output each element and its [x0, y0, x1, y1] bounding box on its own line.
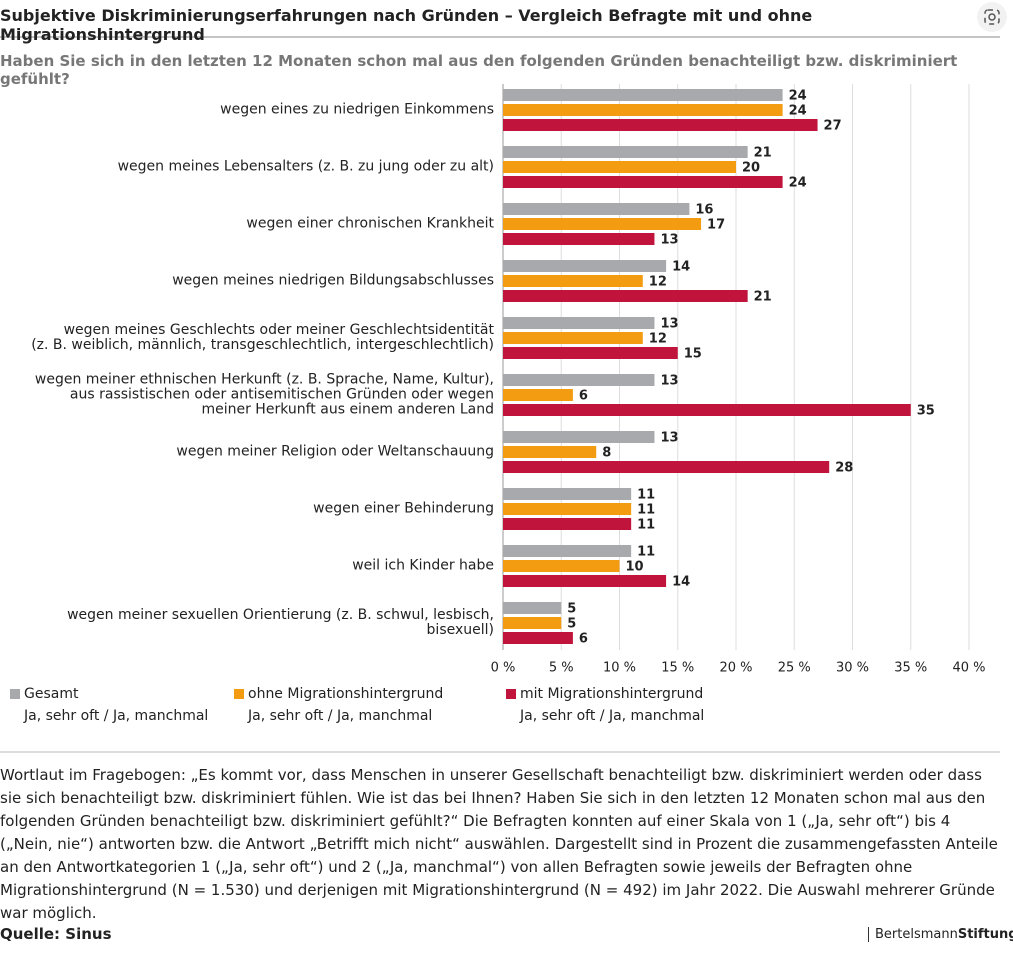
logo: BertelsmannStiftung [868, 927, 1013, 942]
share-icon[interactable] [977, 2, 1007, 32]
bar [503, 374, 655, 386]
x-tick-label: 15 % [661, 661, 694, 676]
bar [503, 119, 818, 131]
value-label: 21 [754, 290, 772, 305]
value-label: 17 [707, 218, 725, 233]
category-label: wegen meiner Religion oder Weltanschauun… [176, 443, 494, 460]
chart-subtitle: Haben Sie sich in den letzten 12 Monaten… [0, 52, 958, 88]
category-label: wegen meines Lebensalters (z. B. zu jung… [117, 158, 494, 175]
value-label: 24 [789, 89, 807, 104]
value-label: 27 [824, 119, 842, 134]
logo-part: Stiftung [957, 927, 1013, 942]
bar [503, 203, 690, 215]
bar [503, 104, 783, 116]
bar [503, 161, 736, 173]
legend-swatch [234, 689, 244, 699]
x-tick-label: 5 % [549, 661, 574, 676]
bar [503, 461, 830, 473]
value-label: 24 [789, 176, 807, 191]
legend-swatch [10, 689, 20, 699]
value-label: 5 [567, 602, 576, 617]
bar [503, 260, 667, 272]
value-label: 13 [660, 233, 678, 248]
category-label: wegen meiner ethnischen Herkunft (z. B. … [34, 371, 494, 418]
bar [503, 545, 632, 557]
bar [503, 431, 655, 443]
bar [503, 602, 562, 614]
legend-label: ohne Migrationshintergrund Ja, sehr oft … [248, 686, 444, 724]
category-label: wegen meines Geschlechts oder meiner Ges… [31, 322, 494, 353]
value-label: 20 [742, 161, 760, 176]
bar [503, 275, 643, 287]
value-label: 24 [789, 104, 807, 119]
source: Quelle: Sinus [0, 925, 112, 943]
bar [503, 389, 573, 401]
bar [503, 89, 783, 101]
x-tick-label: 10 % [603, 661, 636, 676]
x-tick-label: 35 % [894, 661, 927, 676]
bar [503, 317, 655, 329]
bar [503, 146, 748, 158]
category-label: wegen einer chronischen Krankheit [246, 215, 494, 232]
category-label: wegen meiner sexuellen Orientierung (z. … [67, 607, 494, 638]
icon-bg[interactable] [977, 2, 1007, 32]
bar [503, 218, 702, 230]
x-tick-label: 40 % [952, 661, 985, 676]
value-label: 12 [649, 275, 667, 290]
bar [503, 290, 748, 302]
value-label: 28 [835, 461, 853, 476]
value-label: 35 [917, 404, 935, 419]
logo-part: Bertelsmann [875, 927, 958, 942]
bar [503, 446, 597, 458]
bar [503, 617, 562, 629]
category-label: wegen meines niedrigen Bildungsabschluss… [172, 272, 494, 289]
x-tick-label: 30 % [836, 661, 869, 676]
bar [503, 488, 632, 500]
x-tick-label: 25 % [778, 661, 811, 676]
value-label: 11 [637, 488, 655, 503]
value-label: 12 [649, 332, 667, 347]
icon-dot[interactable] [988, 13, 996, 21]
category-label: wegen einer Behinderung [313, 500, 494, 517]
value-label: 13 [660, 374, 678, 389]
bar [503, 233, 655, 245]
x-tick-label: 0 % [491, 661, 516, 676]
value-label: 16 [695, 203, 713, 218]
bar [503, 503, 632, 515]
bar [503, 518, 632, 530]
icon-frame[interactable] [984, 9, 1000, 25]
legend-label: mit Migrationshintergrund Ja, sehr oft /… [520, 686, 705, 724]
bar [503, 560, 620, 572]
bar [503, 176, 783, 188]
value-label: 21 [754, 146, 772, 161]
value-label: 8 [602, 446, 611, 461]
value-label: 5 [567, 617, 576, 632]
value-label: 11 [637, 518, 655, 533]
bar [503, 404, 911, 416]
value-label: 11 [637, 545, 655, 560]
value-label: 13 [660, 431, 678, 446]
value-label: 15 [684, 347, 702, 362]
value-label: 10 [626, 560, 644, 575]
value-label: 6 [579, 632, 588, 647]
value-label: 13 [660, 317, 678, 332]
chart-title: Subjektive Diskriminierungserfahrungen n… [0, 6, 813, 44]
legend-label: Gesamt Ja, sehr oft / Ja, manchmal [24, 686, 209, 724]
category-label: weil ich Kinder habe [352, 557, 494, 574]
value-label: 6 [579, 389, 588, 404]
bar [503, 347, 678, 359]
category-label: wegen eines zu niedrigen Einkommens [220, 101, 494, 118]
bar [503, 632, 573, 644]
legend-swatch [506, 689, 516, 699]
bar [503, 332, 643, 344]
footnote: Wortlaut im Fragebogen: „Es kommt vor, d… [0, 766, 998, 922]
value-label: 11 [637, 503, 655, 518]
value-label: 14 [672, 575, 690, 590]
x-tick-label: 20 % [719, 661, 752, 676]
bar [503, 575, 667, 587]
value-label: 14 [672, 260, 690, 275]
